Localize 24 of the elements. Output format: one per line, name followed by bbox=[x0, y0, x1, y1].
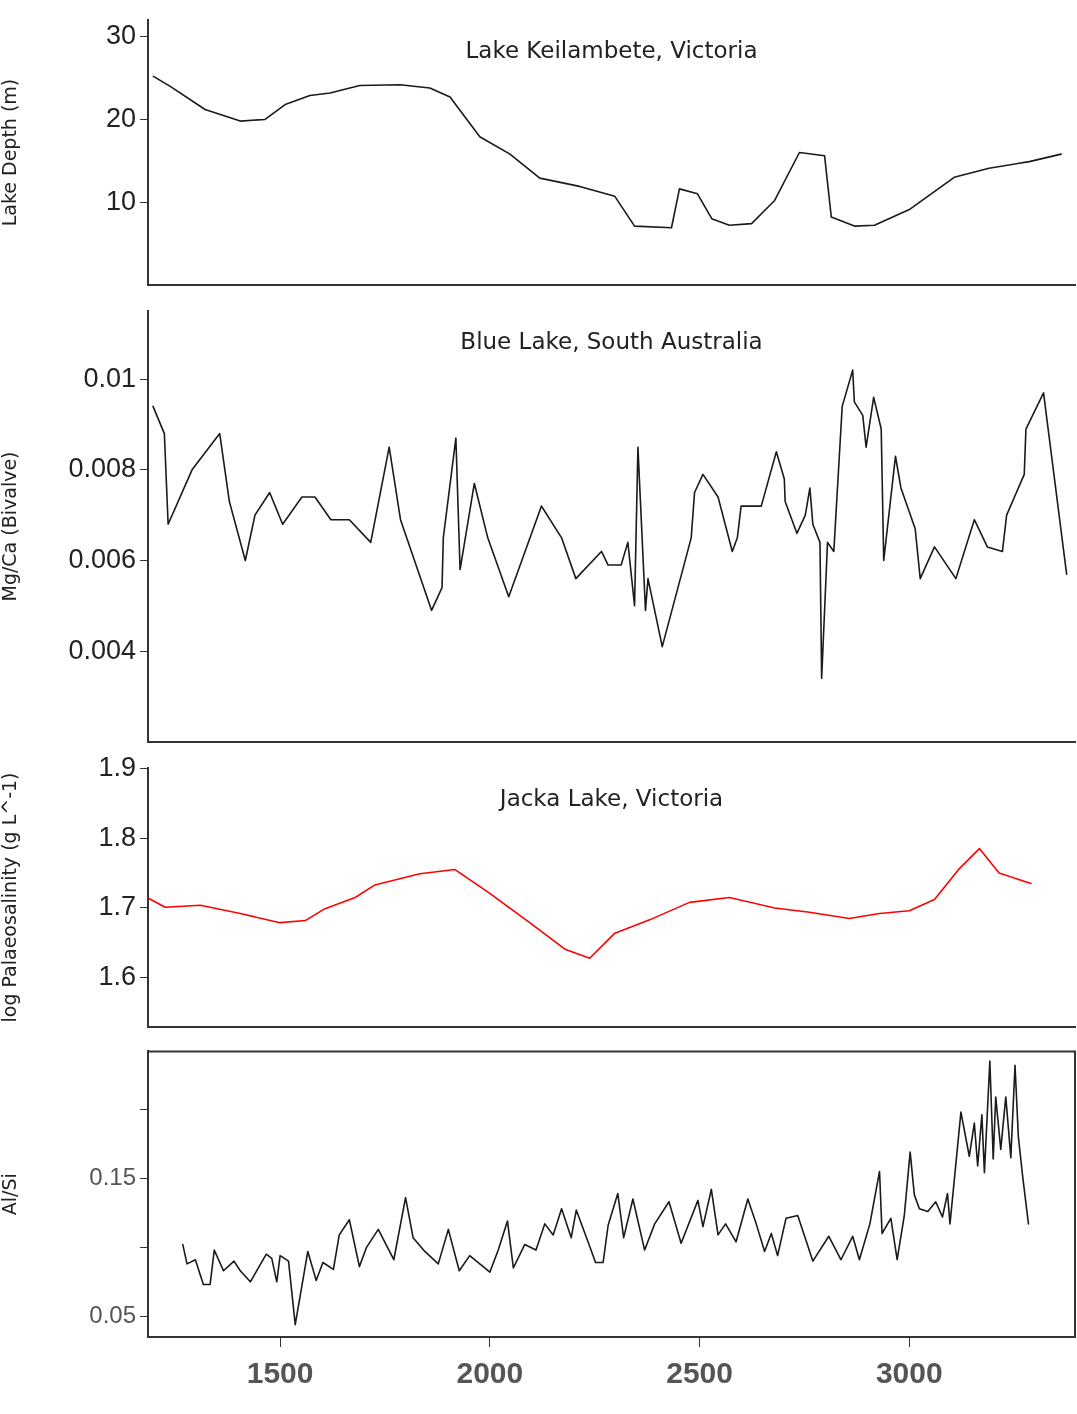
y-tick-label: 1.9 bbox=[98, 751, 136, 782]
y-axis-title: Mg/Ca (Bivalve) bbox=[0, 451, 21, 602]
y-axis-title: Lake Depth (m) bbox=[0, 78, 21, 227]
y-tick-label: 30 bbox=[105, 20, 136, 51]
y-tick-label: 0.008 bbox=[68, 453, 136, 484]
y-axis-title: log Palaeosalinity (g L^-1) bbox=[0, 772, 21, 1023]
x-tick-label: 2000 bbox=[456, 1356, 524, 1390]
y-tick-label: 1.6 bbox=[98, 961, 136, 992]
y-axis-title: Al/Si bbox=[0, 1173, 21, 1216]
y-tick-label: 20 bbox=[105, 102, 136, 133]
x-tick-label: 3000 bbox=[875, 1356, 943, 1390]
y-tick-label: 0.006 bbox=[68, 543, 136, 574]
x-tick-label: 2500 bbox=[666, 1356, 733, 1390]
text: Lake Keilambete, Victoria bbox=[465, 37, 758, 64]
text: Jacka Lake, Victoria bbox=[497, 785, 724, 812]
y-tick-label: 0.004 bbox=[68, 634, 136, 665]
text: Blue Lake, South Australia bbox=[460, 328, 763, 355]
x-tick-label: 1500 bbox=[246, 1356, 314, 1390]
y-tick-label: 0.15 bbox=[89, 1162, 136, 1190]
y-tick-label: 1.8 bbox=[98, 821, 136, 852]
y-tick-label: 10 bbox=[105, 185, 136, 216]
y-tick-label: 0.01 bbox=[83, 362, 136, 393]
y-tick-label: 1.7 bbox=[98, 891, 136, 922]
y-tick-label: 0.05 bbox=[89, 1300, 136, 1328]
